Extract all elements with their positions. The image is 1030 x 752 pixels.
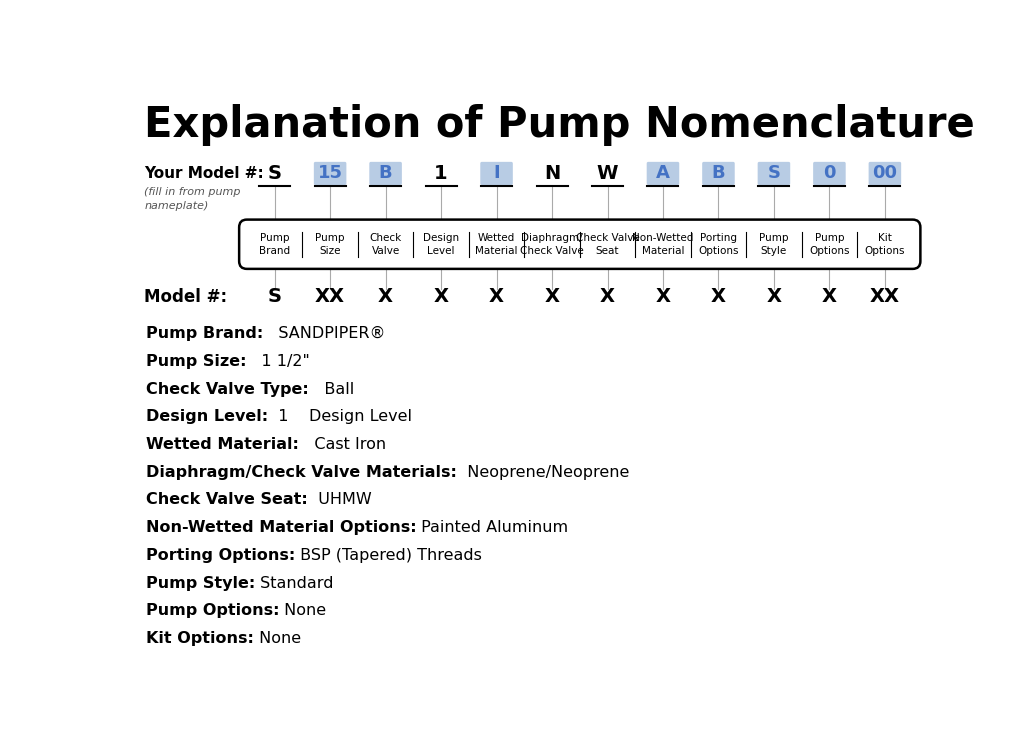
Text: 15: 15 xyxy=(317,165,343,183)
Text: None: None xyxy=(253,631,301,646)
Text: Pump Style:: Pump Style: xyxy=(146,575,255,590)
Text: X: X xyxy=(655,287,671,306)
Text: Non-Wetted
Material: Non-Wetted Material xyxy=(632,233,693,256)
FancyBboxPatch shape xyxy=(758,162,790,185)
Text: Pump
Style: Pump Style xyxy=(759,233,789,256)
Text: SANDPIPER®: SANDPIPER® xyxy=(263,326,385,341)
Text: N: N xyxy=(544,164,560,183)
Text: (fill in from pump
nameplate): (fill in from pump nameplate) xyxy=(144,187,241,211)
FancyBboxPatch shape xyxy=(813,162,846,185)
Text: 1    Design Level: 1 Design Level xyxy=(268,409,412,424)
Text: Check Valve
Seat: Check Valve Seat xyxy=(576,233,640,256)
Text: Porting
Options: Porting Options xyxy=(698,233,739,256)
FancyBboxPatch shape xyxy=(647,162,679,185)
Text: Pump
Size: Pump Size xyxy=(315,233,345,256)
Text: W: W xyxy=(596,164,618,183)
Text: X: X xyxy=(766,287,782,306)
Text: B: B xyxy=(712,165,725,183)
FancyBboxPatch shape xyxy=(370,162,402,185)
Text: I: I xyxy=(493,165,500,183)
Text: XX: XX xyxy=(315,287,345,306)
Text: Explanation of Pump Nomenclature: Explanation of Pump Nomenclature xyxy=(144,104,975,146)
Text: X: X xyxy=(545,287,559,306)
Text: Pump
Options: Pump Options xyxy=(810,233,850,256)
Text: S: S xyxy=(268,164,281,183)
Text: X: X xyxy=(600,287,615,306)
Text: B: B xyxy=(379,165,392,183)
Text: Neoprene/Neoprene: Neoprene/Neoprene xyxy=(456,465,629,480)
FancyBboxPatch shape xyxy=(868,162,901,185)
FancyBboxPatch shape xyxy=(702,162,734,185)
Text: 0: 0 xyxy=(823,165,835,183)
Text: Painted Aluminum: Painted Aluminum xyxy=(416,520,569,535)
Text: Wetted Material:: Wetted Material: xyxy=(146,437,299,452)
Text: Check
Valve: Check Valve xyxy=(370,233,402,256)
Text: None: None xyxy=(279,603,327,618)
Text: Pump Size:: Pump Size: xyxy=(146,353,246,368)
Text: Design
Level: Design Level xyxy=(423,233,459,256)
Text: Model #:: Model #: xyxy=(144,287,228,305)
Text: 1: 1 xyxy=(435,164,448,183)
Text: Ball: Ball xyxy=(309,381,353,396)
Text: Diaphragm/
Check Valve: Diaphragm/ Check Valve xyxy=(520,233,584,256)
FancyBboxPatch shape xyxy=(314,162,346,185)
Text: Kit Options:: Kit Options: xyxy=(146,631,253,646)
Text: Check Valve Seat:: Check Valve Seat: xyxy=(146,493,308,508)
Text: 00: 00 xyxy=(872,165,897,183)
Text: X: X xyxy=(711,287,726,306)
Text: Pump
Brand: Pump Brand xyxy=(260,233,290,256)
Text: Non-Wetted Material Options:: Non-Wetted Material Options: xyxy=(146,520,416,535)
Text: X: X xyxy=(434,287,449,306)
Text: Diaphragm/Check Valve Materials:: Diaphragm/Check Valve Materials: xyxy=(146,465,456,480)
Text: 1 1/2": 1 1/2" xyxy=(246,353,310,368)
FancyBboxPatch shape xyxy=(480,162,513,185)
Text: Your Model #:: Your Model #: xyxy=(144,166,264,181)
Text: Porting Options:: Porting Options: xyxy=(146,547,295,562)
Text: XX: XX xyxy=(870,287,900,306)
Text: X: X xyxy=(378,287,393,306)
Text: Pump Brand:: Pump Brand: xyxy=(146,326,263,341)
Text: Kit
Options: Kit Options xyxy=(864,233,905,256)
Text: Check Valve Type:: Check Valve Type: xyxy=(146,381,309,396)
Text: X: X xyxy=(822,287,837,306)
Text: X: X xyxy=(489,287,504,306)
Text: Design Level:: Design Level: xyxy=(146,409,268,424)
FancyBboxPatch shape xyxy=(239,220,921,269)
Text: Pump Options:: Pump Options: xyxy=(146,603,279,618)
Text: S: S xyxy=(268,287,281,306)
Text: Standard: Standard xyxy=(255,575,334,590)
Text: BSP (Tapered) Threads: BSP (Tapered) Threads xyxy=(295,547,482,562)
Text: Wetted
Material: Wetted Material xyxy=(475,233,518,256)
Text: Cast Iron: Cast Iron xyxy=(299,437,386,452)
Text: UHMW: UHMW xyxy=(308,493,371,508)
Text: A: A xyxy=(656,165,670,183)
Text: S: S xyxy=(767,165,781,183)
